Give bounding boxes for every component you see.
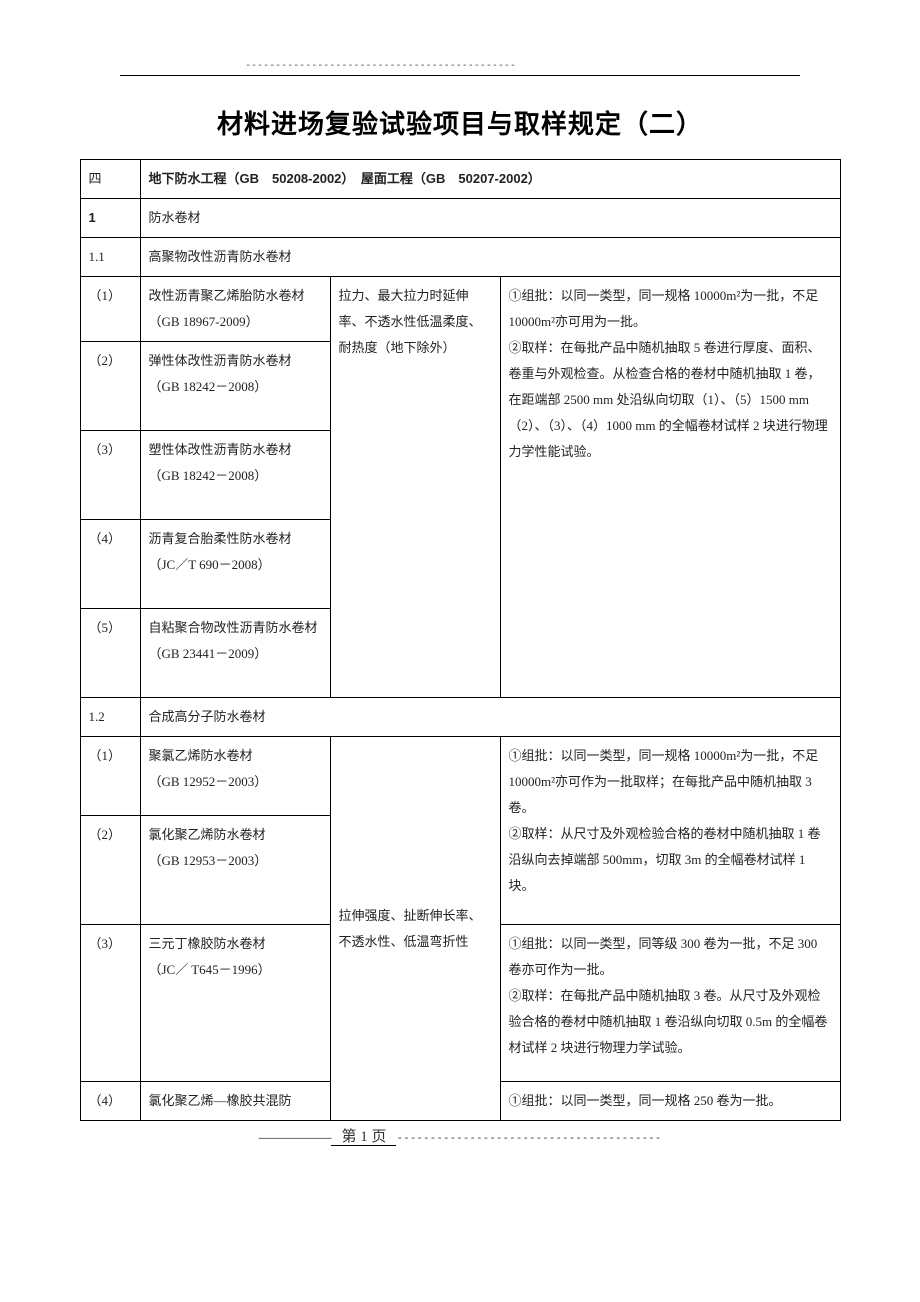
cell-num: 1.1	[80, 238, 140, 277]
table-row: 1 防水卷材	[80, 199, 840, 238]
footer-right-dash: ----------------------------------------	[396, 1131, 661, 1144]
footer-left-dash: ———————————	[259, 1131, 332, 1144]
cell-material: 改性沥青聚乙烯胎防水卷材 （GB 18967-2009）	[140, 277, 330, 342]
cell-num: （4）	[80, 1082, 140, 1121]
cell-num: （3）	[80, 431, 140, 520]
page: ----------------------------------------…	[0, 0, 920, 1186]
text: 地下防水工程（GB 50208-2002） 屋面工程（GB 50207-2002…	[149, 171, 541, 186]
cell-num: （4）	[80, 520, 140, 609]
cell-num: （1）	[80, 277, 140, 342]
cell-num: （3）	[80, 925, 140, 1082]
cell-material: 塑性体改性沥青防水卷材 （GB 18242－2008）	[140, 431, 330, 520]
cell-heading: 合成高分子防水卷材	[140, 698, 840, 737]
cell-material: 沥青复合胎柔性防水卷材 （JC／T 690－2008）	[140, 520, 330, 609]
cell-sampling: ①组批：以同一类型，同一规格 10000m²为一批，不足 10000m²亦可作为…	[500, 737, 840, 925]
cell-num: 1.2	[80, 698, 140, 737]
cell-num: （2）	[80, 816, 140, 925]
cell-num: （2）	[80, 342, 140, 431]
cell-heading: 防水卷材	[140, 199, 840, 238]
page-title: 材料进场复验试验项目与取样规定（二）	[0, 104, 920, 141]
main-table: 四 地下防水工程（GB 50208-2002） 屋面工程（GB 50207-20…	[80, 159, 841, 1121]
table-row: 1.1 高聚物改性沥青防水卷材	[80, 238, 840, 277]
footer-page-number: 第 1 页	[331, 1129, 396, 1146]
table-row: 1.2 合成高分子防水卷材	[80, 698, 840, 737]
cell-num: 1	[80, 199, 140, 238]
table-row: 四 地下防水工程（GB 50208-2002） 屋面工程（GB 50207-20…	[80, 160, 840, 199]
cell-section-num: 四	[80, 160, 140, 199]
cell-sampling: ①组批：以同一类型，同等级 300 卷为一批，不足 300 卷亦可作为一批。 ②…	[500, 925, 840, 1082]
cell-test-items: 拉力、最大拉力时延伸率、不透水性低温柔度、耐热度（地下除外）	[330, 277, 500, 698]
top-rule	[120, 75, 800, 76]
cell-material: 自粘聚合物改性沥青防水卷材 （GB 23441－2009）	[140, 609, 330, 698]
cell-num: （5）	[80, 609, 140, 698]
cell-material: 氯化聚乙烯—橡胶共混防	[140, 1082, 330, 1121]
cell-num: （1）	[80, 737, 140, 816]
footer: ———————————第 1 页------------------------…	[0, 1125, 920, 1146]
cell-material: 氯化聚乙烯防水卷材 （GB 12953－2003）	[140, 816, 330, 925]
cell-material: 三元丁橡胶防水卷材 （JC／ T645－1996）	[140, 925, 330, 1082]
cell-sampling: ①组批：以同一类型，同一规格 250 卷为一批。	[500, 1082, 840, 1121]
cell-sampling: ①组批：以同一类型，同一规格 10000m²为一批，不足 10000m²亦可用为…	[500, 277, 840, 698]
cell-material: 弹性体改性沥青防水卷材 （GB 18242－2008）	[140, 342, 330, 431]
table-row: （1） 改性沥青聚乙烯胎防水卷材 （GB 18967-2009） 拉力、最大拉力…	[80, 277, 840, 342]
cell-section-title: 地下防水工程（GB 50208-2002） 屋面工程（GB 50207-2002…	[140, 160, 840, 199]
cell-test-items: 拉伸强度、扯断伸长率、不透水性、低温弯折性	[330, 737, 500, 1121]
cell-heading: 高聚物改性沥青防水卷材	[140, 238, 840, 277]
top-dash-line: ----------------------------------------…	[245, 60, 920, 71]
cell-material: 聚氯乙烯防水卷材 （GB 12952－2003）	[140, 737, 330, 816]
table-row: （1） 聚氯乙烯防水卷材 （GB 12952－2003） 拉伸强度、扯断伸长率、…	[80, 737, 840, 816]
